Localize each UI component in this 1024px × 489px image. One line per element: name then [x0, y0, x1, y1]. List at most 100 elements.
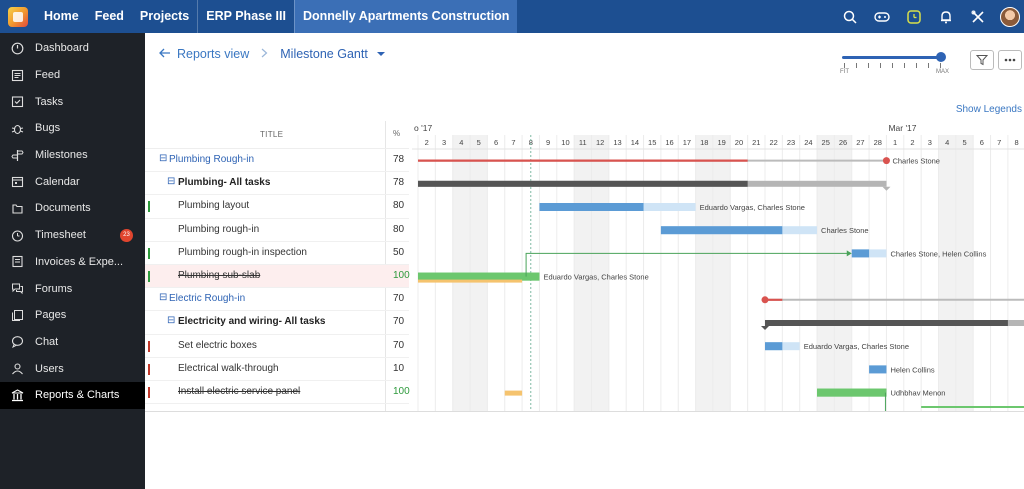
- task-bar-progress[interactable]: [418, 272, 540, 281]
- sidebar-item-label: Forums: [35, 282, 73, 295]
- task-title[interactable]: Plumbing rough-in: [178, 223, 260, 235]
- table-row[interactable]: ⊟ Plumbing- All tasks 78: [145, 172, 409, 196]
- nav-project-donnelly[interactable]: Donnelly Apartments Construction: [293, 0, 518, 33]
- collapse-toggle-icon[interactable]: ⊟: [167, 315, 176, 327]
- sidebar-item-timesheet[interactable]: Timesheet 23: [0, 222, 145, 249]
- zoom-tick: [880, 63, 881, 68]
- milestone-title[interactable]: Plumbing Rough-in: [169, 154, 255, 165]
- avatar[interactable]: [1000, 6, 1020, 27]
- table-row[interactable]: ⊟ Plumbing Rough-in 78: [145, 149, 409, 173]
- tasklist-bar-progress[interactable]: [765, 320, 1008, 326]
- weekend-column: [955, 135, 974, 411]
- milestone-marker[interactable]: [761, 296, 769, 304]
- app-logo[interactable]: [0, 0, 36, 33]
- filter-button[interactable]: [970, 50, 994, 70]
- sidebar-item-calendar[interactable]: Calendar: [0, 168, 145, 195]
- tasklist-title[interactable]: Plumbing- All tasks: [178, 177, 271, 189]
- sidebar-item-feed[interactable]: Feed: [0, 62, 145, 89]
- gantt-chart[interactable]: o '17 Mar '17 2 3 4 5 6 7 8 9 10 11 12 13 14 15 16 17 18 19…: [412, 121, 1024, 411]
- zoom-knob[interactable]: [936, 52, 946, 62]
- sidebar-item-label: Bugs: [35, 122, 61, 135]
- more-options-button[interactable]: [998, 50, 1022, 70]
- task-title[interactable]: Plumbing rough-in inspection: [178, 246, 307, 258]
- bar-assignee-label: Charles Stone: [821, 226, 869, 235]
- sidebar-item-bugs[interactable]: Bugs: [0, 115, 145, 142]
- table-row[interactable]: Install electric service panel 100: [145, 381, 410, 405]
- table-row[interactable]: ⊟ Electricity and wiring- All tasks 70: [145, 311, 409, 335]
- reports-view-link[interactable]: Reports view: [177, 47, 250, 61]
- sidebar-item-documents[interactable]: Documents: [0, 195, 145, 222]
- task-table: TITLE % ⊟ Plumbing Rough-in 78 ⊟ Plumbing- A…: [145, 121, 410, 405]
- task-bar-progress[interactable]: [765, 342, 783, 351]
- bell-icon[interactable]: [930, 0, 962, 33]
- sidebar-item-forums[interactable]: Forums: [0, 275, 145, 302]
- collapse-toggle-icon[interactable]: ⊟: [167, 176, 176, 188]
- task-bar-progress[interactable]: [851, 249, 870, 258]
- view-selector[interactable]: Milestone Gantt: [280, 47, 386, 61]
- task-bar-progress[interactable]: [539, 203, 644, 211]
- tasklist-bar-progress[interactable]: [418, 180, 748, 187]
- percent-complete: 70: [393, 293, 405, 305]
- task-bar-progress[interactable]: [660, 226, 783, 235]
- task-bar-progress[interactable]: [817, 388, 887, 397]
- zoom-tick: [904, 63, 905, 68]
- timesheet-count-badge: 23: [120, 228, 133, 242]
- sidebar-item-reports-charts[interactable]: Reports & Charts: [0, 381, 145, 409]
- top-nav: Home Feed Projects ERP Phase III Donnell…: [36, 0, 518, 33]
- task-bar-progress[interactable]: [869, 365, 887, 374]
- collapse-toggle-icon[interactable]: ⊟: [159, 153, 168, 164]
- tasklist-title[interactable]: Electricity and wiring- All tasks: [178, 316, 326, 328]
- nav-home[interactable]: Home: [44, 9, 79, 23]
- status-marker: [148, 270, 150, 282]
- table-row[interactable]: Plumbing rough-in inspection 50: [145, 242, 409, 265]
- milestone-marker[interactable]: [882, 157, 890, 165]
- status-marker: [148, 201, 150, 213]
- sidebar-item-milestones[interactable]: Milestones: [0, 142, 145, 169]
- task-title[interactable]: Set electric boxes: [178, 339, 257, 351]
- sidebar-item-chat[interactable]: Chat: [0, 329, 145, 356]
- weekend-column: [712, 135, 731, 411]
- milestone-title[interactable]: Electric Rough-in: [169, 293, 246, 305]
- day-label: 8: [529, 138, 533, 147]
- tools-icon[interactable]: [962, 0, 994, 33]
- day-label: 15: [648, 138, 656, 147]
- back-arrow-icon[interactable]: [159, 47, 171, 61]
- table-row[interactable]: Electrical walk-through 10: [145, 358, 409, 381]
- search-icon[interactable]: [834, 0, 866, 33]
- sidebar-item-invoices-expe[interactable]: Invoices & Expe...: [0, 249, 145, 276]
- task-title[interactable]: Plumbing layout: [178, 200, 250, 212]
- day-label: 26: [839, 138, 847, 147]
- sidebar-item-tasks[interactable]: Tasks: [0, 88, 145, 115]
- table-row[interactable]: Plumbing rough-in 80: [145, 219, 409, 242]
- nav-feed[interactable]: Feed: [94, 9, 124, 23]
- table-row[interactable]: Plumbing sub-slab 100: [145, 264, 410, 289]
- sidebar-item-dashboard[interactable]: Dashboard: [0, 35, 145, 62]
- view-selector-label: Milestone Gantt: [280, 47, 368, 61]
- task-title[interactable]: Install electric service panel: [178, 385, 301, 397]
- day-label: 11: [579, 138, 587, 147]
- nav-projects[interactable]: Projects: [139, 9, 190, 23]
- nav-project-erp[interactable]: ERP Phase III: [197, 0, 294, 33]
- collapse-toggle-icon[interactable]: ⊟: [159, 292, 168, 304]
- day-label: 1: [893, 138, 897, 147]
- reports-icon: [10, 388, 24, 402]
- day-label: 17: [683, 138, 691, 147]
- table-row[interactable]: Plumbing layout 80: [145, 195, 409, 219]
- zoom-track[interactable]: [842, 56, 944, 59]
- table-row[interactable]: ⊟ Electric Rough-in 70: [145, 288, 409, 312]
- table-row[interactable]: Set electric boxes 70: [145, 335, 409, 358]
- clock-icon[interactable]: [898, 0, 930, 33]
- task-title[interactable]: Electrical walk-through: [178, 362, 279, 374]
- gantt-canvas[interactable]: o '17 Mar '172 3 4 5 6 7 8 9 10 11 12 13 14 15 16 17 18 19…: [412, 121, 1024, 411]
- gamepad-icon[interactable]: [866, 0, 898, 33]
- sidebar-item-label: Users: [35, 362, 64, 375]
- task-title[interactable]: Plumbing sub-slab: [178, 269, 261, 281]
- sidebar-item-users[interactable]: Users: [0, 355, 145, 382]
- top-icons: [834, 0, 1024, 33]
- status-marker: [148, 363, 150, 375]
- zoom-slider[interactable]: FIT MAX: [840, 51, 950, 81]
- sidebar-item-pages[interactable]: Pages: [0, 302, 145, 329]
- logo-icon: [8, 6, 28, 27]
- show-legends-link[interactable]: Show Legends: [955, 104, 1022, 115]
- baseline-bar: [504, 390, 523, 396]
